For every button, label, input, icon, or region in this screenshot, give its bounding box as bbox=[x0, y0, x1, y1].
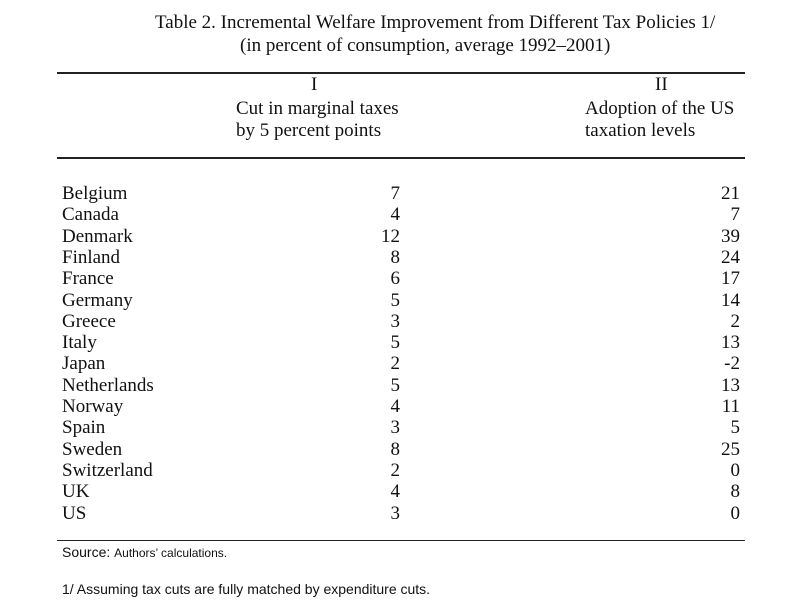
column-2-header: Adoption of the US taxation levels bbox=[585, 98, 734, 142]
country-cell: US bbox=[62, 502, 87, 524]
table-row: Belgium 7 21 bbox=[0, 183, 800, 204]
marginal-tax-cut-value: 6 bbox=[390, 268, 401, 290]
us-taxation-value: 17 bbox=[721, 268, 740, 290]
us-taxation-value: 0 bbox=[730, 502, 741, 524]
marginal-tax-cut-value: 5 bbox=[390, 289, 401, 311]
source-note: Source: Authors’ calculations. bbox=[62, 544, 227, 560]
column-1-header: Cut in marginal taxes by 5 percent point… bbox=[236, 98, 399, 142]
table-row: Japan 2 -2 bbox=[0, 353, 800, 374]
table-row: Sweden 8 25 bbox=[0, 439, 800, 460]
table-row: UK 4 8 bbox=[0, 481, 800, 502]
marginal-tax-cut-value: 2 bbox=[390, 353, 401, 375]
country-cell: Netherlands bbox=[62, 374, 154, 396]
us-taxation-value: 25 bbox=[721, 438, 740, 460]
marginal-tax-cut-value: 3 bbox=[390, 502, 401, 524]
country-cell: Italy bbox=[62, 332, 97, 354]
country-cell: Canada bbox=[62, 204, 119, 226]
table-row: Canada 4 7 bbox=[0, 204, 800, 225]
country-cell: Finland bbox=[62, 246, 121, 268]
footnote: 1/ Assuming tax cuts are fully matched b… bbox=[62, 581, 431, 597]
table-row: Switzerland 2 0 bbox=[0, 460, 800, 481]
source-text: Authors’ calculations. bbox=[114, 546, 228, 560]
us-taxation-value: 5 bbox=[730, 417, 741, 439]
table-row: US 3 0 bbox=[0, 503, 800, 524]
country-cell: Spain bbox=[62, 417, 106, 439]
marginal-tax-cut-value: 7 bbox=[390, 183, 401, 204]
country-cell: Switzerland bbox=[62, 459, 153, 481]
table-row: Italy 5 13 bbox=[0, 332, 800, 353]
column-1-header-line1: Cut in marginal taxes bbox=[236, 98, 399, 119]
marginal-tax-cut-value: 5 bbox=[390, 374, 401, 396]
marginal-tax-cut-value: 3 bbox=[390, 310, 401, 332]
column-2-header-line2: taxation levels bbox=[585, 120, 696, 141]
marginal-tax-cut-value: 8 bbox=[390, 246, 401, 268]
table-row: Denmark 12 39 bbox=[0, 226, 800, 247]
table-row: Finland 8 24 bbox=[0, 247, 800, 268]
column-2-header-line1: Adoption of the US bbox=[585, 98, 735, 119]
us-taxation-value: 14 bbox=[721, 289, 740, 311]
country-cell: UK bbox=[62, 481, 90, 503]
marginal-tax-cut-value: 4 bbox=[390, 204, 401, 226]
bottom-rule bbox=[57, 540, 745, 541]
table-row: Greece 3 2 bbox=[0, 311, 800, 332]
marginal-tax-cut-value: 3 bbox=[390, 417, 401, 439]
us-taxation-value: 24 bbox=[721, 246, 740, 268]
country-cell: France bbox=[62, 268, 114, 290]
table-row: Germany 5 14 bbox=[0, 290, 800, 311]
us-taxation-value: 13 bbox=[721, 374, 740, 396]
column-1-header-line2: by 5 percent points bbox=[236, 120, 382, 141]
table-title: Table 2. Incremental Welfare Improvement… bbox=[155, 12, 716, 33]
marginal-tax-cut-value: 5 bbox=[390, 332, 401, 354]
marginal-tax-cut-value: 2 bbox=[390, 459, 401, 481]
us-taxation-value: 2 bbox=[730, 310, 741, 332]
us-taxation-value: 0 bbox=[730, 459, 741, 481]
us-taxation-value: 21 bbox=[721, 183, 740, 204]
country-cell: Greece bbox=[62, 310, 116, 332]
marginal-tax-cut-value: 8 bbox=[390, 438, 401, 460]
us-taxation-value: 8 bbox=[730, 481, 741, 503]
marginal-tax-cut-value: 4 bbox=[390, 481, 401, 503]
marginal-tax-cut-value: 12 bbox=[381, 225, 400, 247]
table-row: Norway 4 11 bbox=[0, 396, 800, 417]
country-cell: Sweden bbox=[62, 438, 123, 460]
header-rule bbox=[57, 157, 745, 159]
source-label: Source: bbox=[62, 544, 111, 560]
us-taxation-value: 7 bbox=[730, 204, 741, 226]
us-taxation-value: 13 bbox=[721, 332, 740, 354]
country-cell: Belgium bbox=[62, 183, 128, 204]
us-taxation-value: 39 bbox=[721, 225, 740, 247]
table-subtitle: (in percent of consumption, average 1992… bbox=[240, 35, 611, 56]
country-cell: Norway bbox=[62, 396, 124, 417]
marginal-tax-cut-value: 4 bbox=[390, 396, 401, 417]
table-row: Netherlands 5 13 bbox=[0, 375, 800, 396]
column-1-numeral: I bbox=[311, 74, 318, 95]
table-row: Spain 3 5 bbox=[0, 417, 800, 438]
country-cell: Germany bbox=[62, 289, 133, 311]
column-2-numeral: II bbox=[655, 74, 668, 95]
country-cell: Denmark bbox=[62, 225, 133, 247]
table-row: France 6 17 bbox=[0, 268, 800, 289]
us-taxation-value: 11 bbox=[721, 396, 740, 417]
top-rule bbox=[57, 72, 745, 74]
country-cell: Japan bbox=[62, 353, 106, 375]
us-taxation-value: -2 bbox=[724, 353, 740, 375]
